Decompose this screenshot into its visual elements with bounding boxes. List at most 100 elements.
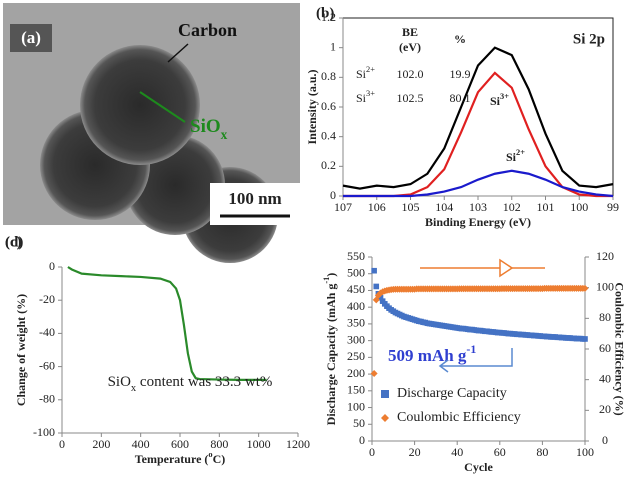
text-part: )	[324, 273, 338, 277]
text-part: x	[221, 127, 228, 142]
y2-axis-title: Coulombic Efficiency (%)	[612, 282, 626, 415]
y-tick-label: 0.8	[321, 69, 336, 83]
y-tick-label: 550	[347, 249, 365, 263]
y-tick-label: -20	[39, 292, 55, 306]
text-part: x	[131, 383, 137, 394]
carbon-label: Carbon	[178, 20, 237, 40]
text-part: o	[208, 450, 212, 459]
text-part: SiO	[108, 374, 132, 390]
y2-tick-label: 0	[602, 433, 608, 447]
text-part: Si	[356, 91, 367, 105]
y2-tick-label: 100	[596, 279, 614, 293]
text-part: SiO	[190, 116, 221, 137]
x-tick-label: 60	[494, 445, 506, 459]
text-part: Temperature (	[135, 452, 209, 466]
y2-tick-label: 60	[599, 341, 611, 355]
y-tick-label: 1	[330, 39, 336, 53]
text-part: -1	[466, 342, 476, 356]
y-tick-label: 400	[347, 299, 365, 313]
x-axis-title: Binding Energy (eV)	[425, 215, 531, 229]
x-tick-label: 101	[537, 200, 555, 214]
curve-label: Si3+	[490, 92, 509, 107]
y-tick-label: -80	[39, 392, 55, 406]
x-tick-label: 20	[409, 445, 421, 459]
y-axis-title: Change of weight (%)	[14, 294, 28, 406]
table-cell: 102.5	[397, 91, 424, 105]
y-tick-label: 150	[347, 383, 365, 397]
data-point	[373, 283, 380, 290]
x-tick-label: 105	[402, 200, 420, 214]
data-point	[377, 295, 384, 301]
y-tick-label: 100	[347, 399, 365, 413]
table-header: BE	[402, 25, 418, 39]
curve-label: Si2+	[506, 148, 525, 163]
arrow	[420, 258, 514, 278]
y-tick-label: -100	[33, 425, 55, 439]
data-line	[343, 169, 614, 198]
table-cell: Si3+	[356, 89, 375, 104]
chart-title: Si 2p	[573, 31, 605, 47]
y-tick-label: 300	[347, 332, 365, 346]
x-tick-label: 400	[132, 437, 150, 451]
x-tick-label: 0	[59, 437, 65, 451]
table-cell: 80.1	[450, 91, 471, 105]
x-axis-title: Cycle	[464, 460, 493, 474]
y-tick-label: 0	[359, 433, 365, 447]
data-point	[370, 370, 378, 378]
text-part: 509 mAh g	[388, 346, 467, 365]
y-axis-title: Intensity (a.u.)	[305, 69, 319, 144]
y2-tick-label: 20	[599, 402, 611, 416]
panel-label: (a)	[21, 28, 41, 47]
panel-label: (b)	[316, 5, 334, 21]
tem-image: (a) Carbon 100 nm	[3, 3, 300, 263]
annotation: 509 mAh g-1	[388, 342, 476, 365]
legend-label: Coulombic Efficiency	[397, 410, 521, 425]
text-part: 3+	[366, 89, 375, 98]
data-line	[343, 71, 613, 198]
y-tick-label: 1.2	[321, 10, 336, 24]
data-line	[342, 46, 614, 190]
y2-tick-label: 40	[599, 371, 611, 385]
y-tick-label: 0.6	[321, 99, 336, 113]
data-point	[581, 284, 589, 292]
x-tick-label: 103	[469, 200, 487, 214]
x-tick-label: 106	[368, 200, 386, 214]
y-tick-label: -60	[39, 358, 55, 372]
y-tick-label: 500	[347, 265, 365, 279]
text-part: C)	[213, 452, 226, 466]
x-axis-title: Temperature (oC)	[135, 450, 226, 465]
data-point	[582, 336, 588, 342]
annotation: SiOx content was 33.3 wt%	[108, 374, 273, 393]
data-line	[67, 266, 267, 381]
particle	[80, 45, 200, 165]
x-tick-label: 200	[92, 437, 110, 451]
x-tick-label: 0	[369, 445, 375, 459]
data-point	[371, 267, 377, 274]
table-cell: 19.9	[450, 67, 471, 81]
text-part: Si	[506, 150, 517, 164]
y-tick-label: 200	[347, 366, 365, 380]
legend-marker	[381, 390, 389, 398]
y-tick-label: 50	[353, 416, 365, 430]
y2-tick-label: 80	[599, 310, 611, 324]
pointer	[167, 43, 189, 63]
siox-label: SiOx	[190, 116, 228, 141]
text-part: Si	[490, 94, 501, 108]
y-tick-label: 450	[347, 282, 365, 296]
table-cell: Si2+	[356, 65, 375, 80]
scale-label: 100 nm	[228, 189, 281, 208]
y-tick-label: 250	[347, 349, 365, 363]
y-tick-label: 0.2	[321, 158, 336, 172]
y-tick-label: 0	[330, 188, 336, 202]
x-tick-label: 102	[503, 200, 521, 214]
y2-tick-label: 120	[596, 249, 614, 263]
pointer	[139, 91, 186, 123]
text-part: 3+	[500, 92, 509, 101]
text-part: Discharge Capacity (mAh g	[324, 284, 338, 426]
x-tick-label: 1200	[286, 437, 310, 451]
x-tick-label: 99	[607, 200, 619, 214]
text-part: 2+	[366, 65, 375, 74]
table-header: (eV)	[399, 40, 421, 54]
x-tick-label: 100	[570, 200, 588, 214]
